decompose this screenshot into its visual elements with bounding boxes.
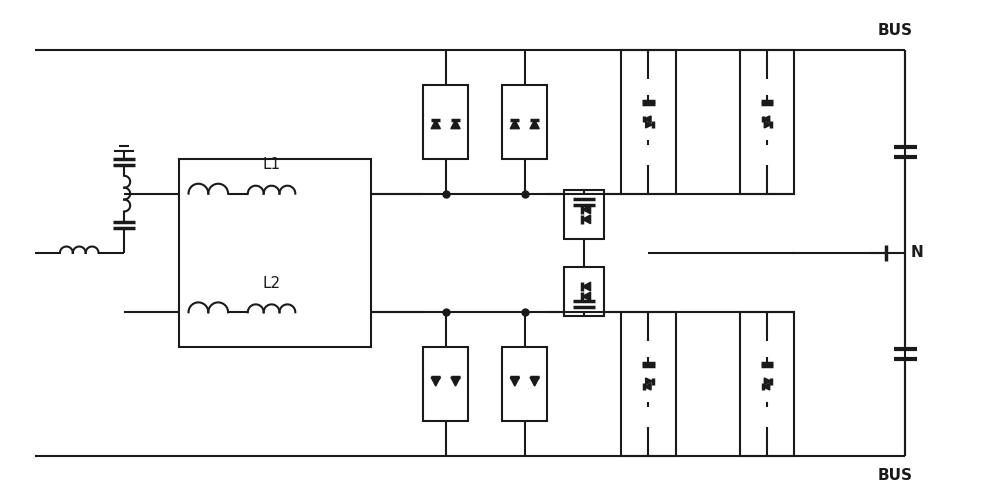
Bar (502, 85, 547, 159)
Polygon shape (582, 205, 591, 214)
Polygon shape (530, 377, 539, 386)
Polygon shape (431, 120, 440, 128)
Polygon shape (530, 120, 539, 128)
Bar (423, 85, 468, 159)
Bar (740, 312, 794, 456)
Text: N: N (910, 246, 923, 260)
Polygon shape (582, 215, 591, 224)
Polygon shape (764, 122, 771, 128)
Polygon shape (646, 378, 653, 384)
Polygon shape (644, 116, 651, 123)
Polygon shape (763, 383, 770, 390)
Polygon shape (582, 292, 591, 301)
Text: BUS: BUS (878, 468, 913, 483)
Bar (621, 312, 676, 456)
Text: L2: L2 (263, 275, 281, 290)
Polygon shape (510, 377, 519, 386)
Polygon shape (763, 116, 770, 123)
Polygon shape (646, 122, 653, 128)
Bar (423, 347, 468, 421)
Polygon shape (510, 120, 519, 128)
Polygon shape (451, 377, 460, 386)
Bar (179, 159, 371, 347)
Polygon shape (582, 282, 591, 291)
Bar (564, 190, 604, 239)
Bar (621, 50, 676, 194)
Polygon shape (764, 378, 771, 384)
Polygon shape (451, 120, 460, 128)
Bar (740, 50, 794, 194)
Bar (564, 267, 604, 316)
Text: BUS: BUS (878, 23, 913, 38)
Text: L1: L1 (263, 157, 281, 172)
Polygon shape (644, 383, 651, 390)
Polygon shape (431, 377, 440, 386)
Bar (502, 347, 547, 421)
